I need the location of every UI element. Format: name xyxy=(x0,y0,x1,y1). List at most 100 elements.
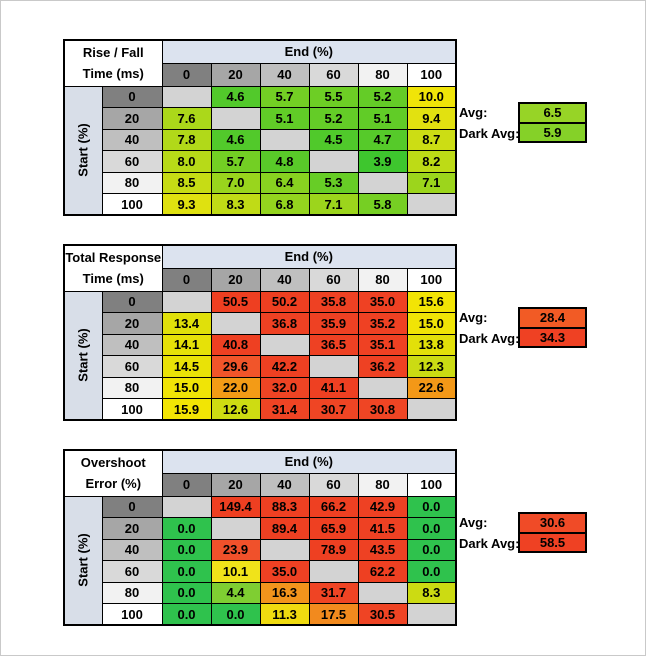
data-cell[interactable]: 66.2 xyxy=(308,495,359,518)
data-cell[interactable]: 7.1 xyxy=(406,171,457,194)
data-cell[interactable]: 35.2 xyxy=(357,312,408,335)
data-cell[interactable]: 42.9 xyxy=(357,495,408,518)
data-cell[interactable]: 4.8 xyxy=(259,150,310,173)
data-cell[interactable]: 5.1 xyxy=(259,107,310,130)
data-cell[interactable]: 9.3 xyxy=(161,193,212,216)
data-cell[interactable]: 36.2 xyxy=(357,355,408,378)
data-cell[interactable]: 5.3 xyxy=(308,171,359,194)
data-cell[interactable]: 31.4 xyxy=(259,398,310,421)
data-cell[interactable]: 0.0 xyxy=(161,603,212,626)
data-cell[interactable]: 5.2 xyxy=(357,85,408,108)
avg-value-cell[interactable]: 30.6 xyxy=(520,514,585,534)
diagonal-blank-cell[interactable] xyxy=(161,290,212,313)
data-cell[interactable]: 23.9 xyxy=(210,538,261,561)
data-cell[interactable]: 0.0 xyxy=(161,560,212,583)
dark-avg-value-cell[interactable]: 34.3 xyxy=(520,328,585,346)
diagonal-blank-cell[interactable] xyxy=(308,560,359,583)
data-cell[interactable]: 88.3 xyxy=(259,495,310,518)
data-cell[interactable]: 30.7 xyxy=(308,398,359,421)
data-cell[interactable]: 22.0 xyxy=(210,376,261,399)
avg-value-cell[interactable]: 6.5 xyxy=(520,104,585,124)
data-cell[interactable]: 8.2 xyxy=(406,150,457,173)
data-cell[interactable]: 0.0 xyxy=(406,560,457,583)
diagonal-blank-cell[interactable] xyxy=(357,171,408,194)
diagonal-blank-cell[interactable] xyxy=(210,517,261,540)
data-cell[interactable]: 5.7 xyxy=(210,150,261,173)
data-cell[interactable]: 30.8 xyxy=(357,398,408,421)
data-cell[interactable]: 9.4 xyxy=(406,107,457,130)
data-cell[interactable]: 8.3 xyxy=(210,193,261,216)
data-cell[interactable]: 42.2 xyxy=(259,355,310,378)
data-cell[interactable]: 41.1 xyxy=(308,376,359,399)
diagonal-blank-cell[interactable] xyxy=(308,355,359,378)
data-cell[interactable]: 35.0 xyxy=(259,560,310,583)
data-cell[interactable]: 35.0 xyxy=(357,290,408,313)
diagonal-blank-cell[interactable] xyxy=(210,107,261,130)
data-cell[interactable]: 7.1 xyxy=(308,193,359,216)
data-cell[interactable]: 7.8 xyxy=(161,128,212,151)
data-cell[interactable]: 35.1 xyxy=(357,333,408,356)
data-cell[interactable]: 11.3 xyxy=(259,603,310,626)
data-cell[interactable]: 50.2 xyxy=(259,290,310,313)
diagonal-blank-cell[interactable] xyxy=(357,376,408,399)
dark-avg-value-cell[interactable]: 5.9 xyxy=(520,123,585,141)
diagonal-blank-cell[interactable] xyxy=(308,150,359,173)
diagonal-blank-cell[interactable] xyxy=(406,603,457,626)
data-cell[interactable]: 5.2 xyxy=(308,107,359,130)
data-cell[interactable]: 8.5 xyxy=(161,171,212,194)
data-cell[interactable]: 89.4 xyxy=(259,517,310,540)
data-cell[interactable]: 15.6 xyxy=(406,290,457,313)
diagonal-blank-cell[interactable] xyxy=(357,581,408,604)
data-cell[interactable]: 4.7 xyxy=(357,128,408,151)
data-cell[interactable]: 5.7 xyxy=(259,85,310,108)
data-cell[interactable]: 5.5 xyxy=(308,85,359,108)
diagonal-blank-cell[interactable] xyxy=(259,128,310,151)
diagonal-blank-cell[interactable] xyxy=(259,538,310,561)
data-cell[interactable]: 65.9 xyxy=(308,517,359,540)
data-cell[interactable]: 14.5 xyxy=(161,355,212,378)
data-cell[interactable]: 40.8 xyxy=(210,333,261,356)
data-cell[interactable]: 35.8 xyxy=(308,290,359,313)
data-cell[interactable]: 62.2 xyxy=(357,560,408,583)
data-cell[interactable]: 16.3 xyxy=(259,581,310,604)
data-cell[interactable]: 0.0 xyxy=(210,603,261,626)
data-cell[interactable]: 4.6 xyxy=(210,128,261,151)
data-cell[interactable]: 3.9 xyxy=(357,150,408,173)
data-cell[interactable]: 78.9 xyxy=(308,538,359,561)
data-cell[interactable]: 29.6 xyxy=(210,355,261,378)
data-cell[interactable]: 31.7 xyxy=(308,581,359,604)
diagonal-blank-cell[interactable] xyxy=(406,398,457,421)
data-cell[interactable]: 6.8 xyxy=(259,193,310,216)
data-cell[interactable]: 5.1 xyxy=(357,107,408,130)
data-cell[interactable]: 15.0 xyxy=(406,312,457,335)
data-cell[interactable]: 4.6 xyxy=(210,85,261,108)
diagonal-blank-cell[interactable] xyxy=(210,312,261,335)
data-cell[interactable]: 12.3 xyxy=(406,355,457,378)
data-cell[interactable]: 7.6 xyxy=(161,107,212,130)
data-cell[interactable]: 14.1 xyxy=(161,333,212,356)
data-cell[interactable]: 0.0 xyxy=(161,538,212,561)
diagonal-blank-cell[interactable] xyxy=(161,85,212,108)
data-cell[interactable]: 8.0 xyxy=(161,150,212,173)
data-cell[interactable]: 0.0 xyxy=(406,538,457,561)
diagonal-blank-cell[interactable] xyxy=(406,193,457,216)
data-cell[interactable]: 7.0 xyxy=(210,171,261,194)
data-cell[interactable]: 0.0 xyxy=(406,517,457,540)
data-cell[interactable]: 22.6 xyxy=(406,376,457,399)
diagonal-blank-cell[interactable] xyxy=(259,333,310,356)
data-cell[interactable]: 15.0 xyxy=(161,376,212,399)
data-cell[interactable]: 0.0 xyxy=(406,495,457,518)
data-cell[interactable]: 149.4 xyxy=(210,495,261,518)
data-cell[interactable]: 10.1 xyxy=(210,560,261,583)
data-cell[interactable]: 8.3 xyxy=(406,581,457,604)
data-cell[interactable]: 50.5 xyxy=(210,290,261,313)
data-cell[interactable]: 30.5 xyxy=(357,603,408,626)
data-cell[interactable]: 12.6 xyxy=(210,398,261,421)
data-cell[interactable]: 4.5 xyxy=(308,128,359,151)
data-cell[interactable]: 36.5 xyxy=(308,333,359,356)
data-cell[interactable]: 0.0 xyxy=(161,581,212,604)
data-cell[interactable]: 43.5 xyxy=(357,538,408,561)
data-cell[interactable]: 13.4 xyxy=(161,312,212,335)
data-cell[interactable]: 4.4 xyxy=(210,581,261,604)
data-cell[interactable]: 6.4 xyxy=(259,171,310,194)
